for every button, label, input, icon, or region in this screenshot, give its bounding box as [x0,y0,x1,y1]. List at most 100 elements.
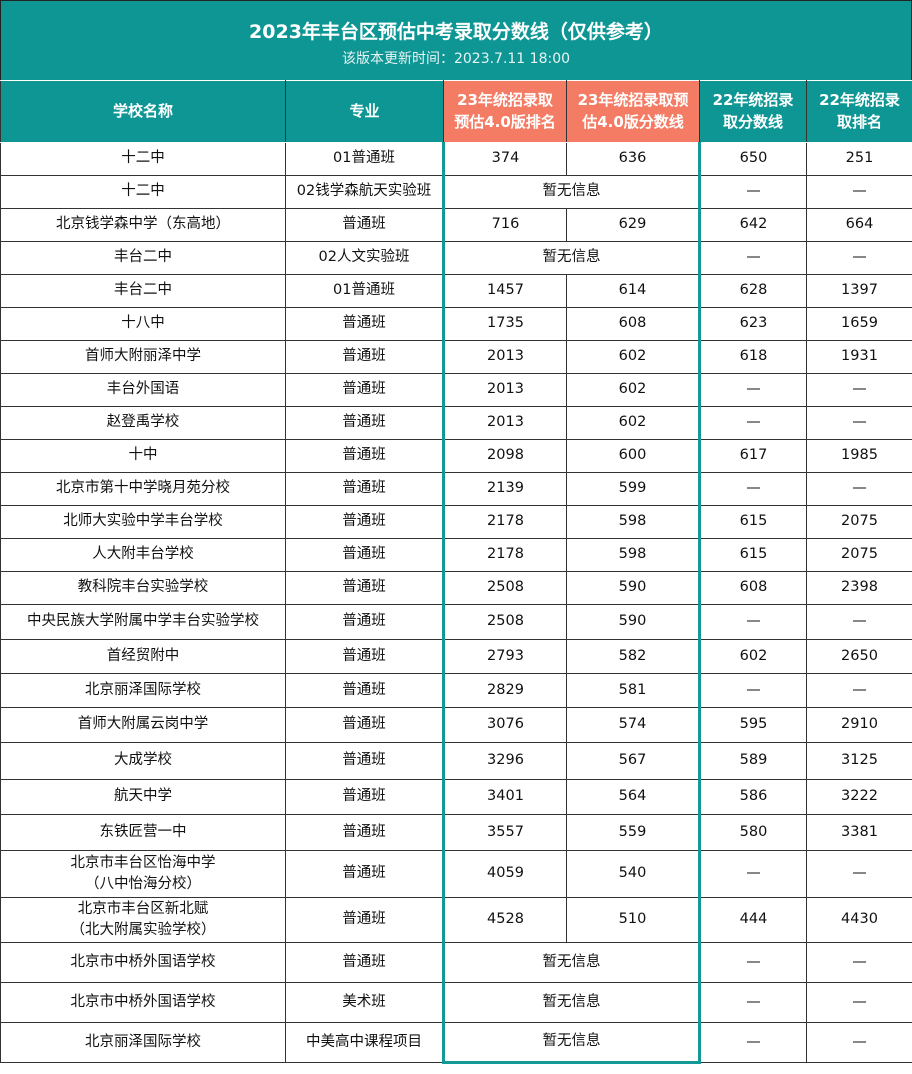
score-2023: 564 [566,779,701,815]
table-row: 首师大附属云岗中学 普通班 3076 574 595 2910 [0,707,912,743]
school-name: 赵登禹学校 [0,406,286,440]
score-2022: 608 [699,571,807,605]
header-score22: 22年统招录取分数线 [699,80,807,143]
score-2023: 510 [566,897,701,943]
score-2023: 540 [566,850,701,898]
score-2022: — [699,982,807,1023]
score-2022: 602 [699,639,807,674]
header-score23: 23年统招录取预估4.0版分数线 [566,80,700,143]
rank-2023: 2178 [442,505,567,539]
rank-2022: 1985 [806,439,912,473]
info-cell: 暂无信息 [442,942,701,983]
rank-2023: 2139 [442,472,567,506]
score-2022: 615 [699,538,807,572]
score-2023: 567 [566,742,701,780]
rank-2022: 3381 [806,814,912,851]
rank-2022: 664 [806,208,912,242]
major: 普通班 [285,850,444,898]
major: 普通班 [285,897,444,943]
table-row: 人大附丰台学校 普通班 2178 598 615 2075 [0,538,912,572]
school-name: 北京丽泽国际学校 [0,673,286,708]
major: 普通班 [285,538,444,572]
score-2022: 618 [699,340,807,374]
table-row: 北京市丰台区新北赋 （北大附属实验学校） 普通班 4528 510 444 4430 [0,897,912,943]
school-name: 十二中 [0,142,286,176]
score-2022: 444 [699,897,807,943]
school-name: 北师大实验中学丰台学校 [0,505,286,539]
rank-2023: 1457 [442,274,567,308]
school-name: 北京市丰台区新北赋 （北大附属实验学校） [0,897,286,943]
school-name: 东铁匠营一中 [0,814,286,851]
table-row: 教科院丰台实验学校 普通班 2508 590 608 2398 [0,571,912,605]
score-2022: 595 [699,707,807,743]
rank-2022: 2075 [806,505,912,539]
rank-2022: — [806,604,912,640]
score-2022: 589 [699,742,807,780]
school-name: 教科院丰台实验学校 [0,571,286,605]
table-row: 北京钱学森中学（东高地） 普通班 716 629 642 664 [0,208,912,242]
info-cell: 暂无信息 [442,1022,701,1064]
school-name: 北京市中桥外国语学校 [0,942,286,983]
table-row: 北京市中桥外国语学校 美术班 暂无信息 — — [0,982,912,1023]
score-2023: 559 [566,814,701,851]
rank-2023: 716 [442,208,567,242]
rank-2023: 2178 [442,538,567,572]
major: 普通班 [285,505,444,539]
rank-2023: 2829 [442,673,567,708]
header-major: 专业 [285,80,444,143]
table-row: 北京市第十中学晓月苑分校 普通班 2139 599— — [0,472,912,506]
info-cell: 暂无信息 [442,175,701,209]
table-row: 大成学校 普通班 3296 567 589 3125 [0,742,912,780]
score-2022: — [699,1022,807,1063]
header-school: 学校名称 [0,80,286,143]
score-2023: 582 [566,639,701,674]
rank-2023: 3076 [442,707,567,743]
table-row: 赵登禹学校 普通班 2013 602— — [0,406,912,440]
major: 普通班 [285,604,444,640]
major: 普通班 [285,779,444,815]
major: 02钱学森航天实验班 [285,175,444,209]
score-2022: — [699,175,807,209]
table-row: 东铁匠营一中 普通班 3557 559 580 3381 [0,814,912,851]
major: 中美高中课程项目 [285,1022,444,1063]
rank-2022: 2075 [806,538,912,572]
rank-2022: 2910 [806,707,912,743]
score-2022: 628 [699,274,807,308]
score-2022: 623 [699,307,807,341]
school-name: 十二中 [0,175,286,209]
score-2022: 617 [699,439,807,473]
score-2022: 642 [699,208,807,242]
school-name: 首师大附丽泽中学 [0,340,286,374]
rank-2022: 3222 [806,779,912,815]
rank-2023: 2508 [442,604,567,640]
score-2022: 586 [699,779,807,815]
rank-2022: 1931 [806,340,912,374]
major: 普通班 [285,742,444,780]
rank-2022: — [806,175,912,209]
table-row: 北京丽泽国际学校 中美高中课程项目 暂无信息 — — [0,1022,912,1064]
rank-2022: 2398 [806,571,912,605]
table-row: 丰台二中 01普通班 1457 614 628 1397 [0,274,912,308]
score-2022: 650 [699,142,807,176]
score-2023: 590 [566,604,701,640]
school-name: 十八中 [0,307,286,341]
score-2022: — [699,942,807,983]
rank-2022: — [806,373,912,407]
rank-2023: 4059 [442,850,567,898]
rank-2022: — [806,982,912,1023]
major: 普通班 [285,571,444,605]
header-row: 学校名称 专业 23年统招录取预估4.0版排名 23年统招录取预估4.0版分数线… [0,80,912,143]
major: 01普通班 [285,274,444,308]
score-2023: 600 [566,439,701,473]
score-2023: 614 [566,274,701,308]
rank-2022: 2650 [806,639,912,674]
score-2022: — [699,241,807,275]
major: 普通班 [285,472,444,506]
rank-2023: 2013 [442,406,567,440]
header-rank22: 22年统招录取排名 [806,80,912,143]
table-row: 北京市丰台区怡海中学 （八中怡海分校） 普通班 4059 540— — [0,850,912,898]
rank-2023: 3557 [442,814,567,851]
info-cell: 暂无信息 [442,982,701,1023]
major: 普通班 [285,208,444,242]
